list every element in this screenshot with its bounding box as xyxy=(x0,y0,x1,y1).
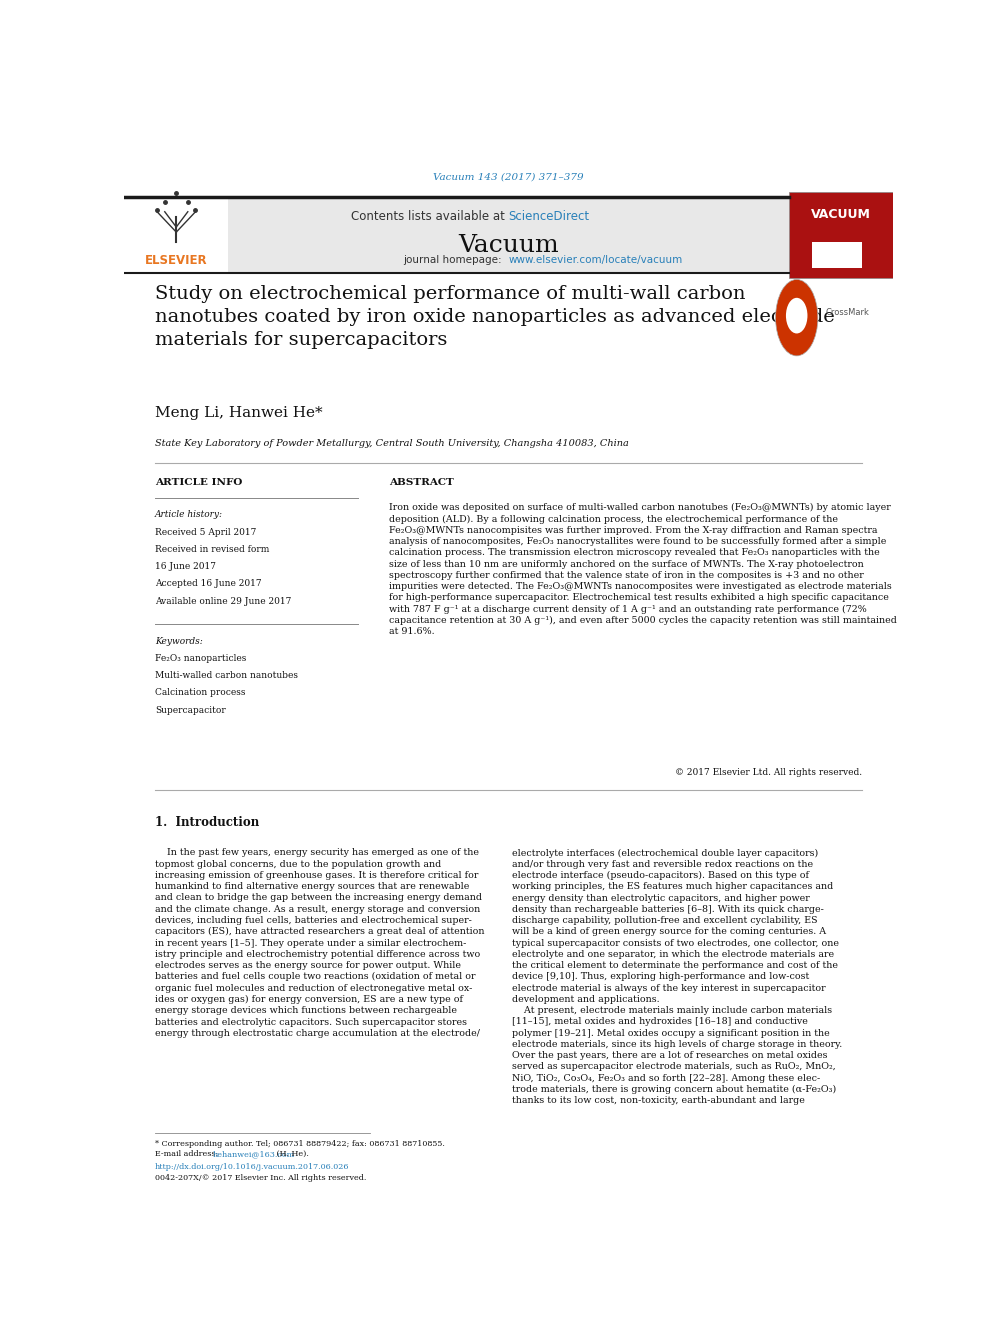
Text: Accepted 16 June 2017: Accepted 16 June 2017 xyxy=(155,579,261,589)
Text: Vacuum 143 (2017) 371–379: Vacuum 143 (2017) 371–379 xyxy=(434,173,583,183)
Ellipse shape xyxy=(786,298,807,333)
Text: ABSTRACT: ABSTRACT xyxy=(389,478,454,487)
Text: Study on electrochemical performance of multi-wall carbon
nanotubes coated by ir: Study on electrochemical performance of … xyxy=(155,284,834,349)
Text: Fe₂O₃ nanoparticles: Fe₂O₃ nanoparticles xyxy=(155,654,246,663)
Ellipse shape xyxy=(776,279,817,356)
Text: Meng Li, Hanwei He*: Meng Li, Hanwei He* xyxy=(155,406,322,421)
Text: http://dx.doi.org/10.1016/j.vacuum.2017.06.026: http://dx.doi.org/10.1016/j.vacuum.2017.… xyxy=(155,1163,349,1171)
Text: VACUUM: VACUUM xyxy=(810,208,870,221)
Text: ScienceDirect: ScienceDirect xyxy=(509,210,589,224)
Text: © 2017 Elsevier Ltd. All rights reserved.: © 2017 Elsevier Ltd. All rights reserved… xyxy=(675,767,862,777)
Text: Calcination process: Calcination process xyxy=(155,688,245,697)
Text: Iron oxide was deposited on surface of multi-walled carbon nanotubes (Fe₂O₃@MWNT: Iron oxide was deposited on surface of m… xyxy=(389,503,897,636)
Text: (H. He).: (H. He). xyxy=(274,1150,309,1158)
Text: ELSEVIER: ELSEVIER xyxy=(145,254,207,267)
Text: In the past few years, energy security has emerged as one of the
topmost global : In the past few years, energy security h… xyxy=(155,848,484,1037)
Text: State Key Laboratory of Powder Metallurgy, Central South University, Changsha 41: State Key Laboratory of Powder Metallurg… xyxy=(155,439,629,448)
FancyBboxPatch shape xyxy=(789,192,893,278)
Text: Received 5 April 2017: Received 5 April 2017 xyxy=(155,528,256,537)
FancyBboxPatch shape xyxy=(812,242,862,267)
FancyBboxPatch shape xyxy=(228,197,789,273)
Text: Received in revised form: Received in revised form xyxy=(155,545,269,554)
Text: journal homepage:: journal homepage: xyxy=(404,254,509,265)
Text: * Corresponding author. Tel; 086731 88879422; fax: 086731 88710855.: * Corresponding author. Tel; 086731 8887… xyxy=(155,1140,444,1148)
Text: Keywords:: Keywords: xyxy=(155,636,202,646)
Text: Multi-walled carbon nanotubes: Multi-walled carbon nanotubes xyxy=(155,671,298,680)
Text: ARTICLE INFO: ARTICLE INFO xyxy=(155,478,242,487)
Text: 0042-207X/© 2017 Elsevier Inc. All rights reserved.: 0042-207X/© 2017 Elsevier Inc. All right… xyxy=(155,1175,366,1183)
Text: E-mail address:: E-mail address: xyxy=(155,1150,220,1158)
Text: hehanwei@163.com: hehanwei@163.com xyxy=(213,1150,296,1158)
Text: CrossMark: CrossMark xyxy=(826,308,870,318)
Text: electrolyte interfaces (electrochemical double layer capacitors)
and/or through : electrolyte interfaces (electrochemical … xyxy=(512,848,842,1105)
Text: Article history:: Article history: xyxy=(155,511,223,519)
FancyBboxPatch shape xyxy=(124,197,228,273)
Text: Supercapacitor: Supercapacitor xyxy=(155,705,225,714)
Text: 1.  Introduction: 1. Introduction xyxy=(155,816,259,828)
Text: Vacuum: Vacuum xyxy=(458,234,558,257)
Text: Contents lists available at: Contents lists available at xyxy=(351,210,509,224)
Text: 16 June 2017: 16 June 2017 xyxy=(155,562,215,572)
Text: Available online 29 June 2017: Available online 29 June 2017 xyxy=(155,597,291,606)
Text: www.elsevier.com/locate/vacuum: www.elsevier.com/locate/vacuum xyxy=(509,254,682,265)
